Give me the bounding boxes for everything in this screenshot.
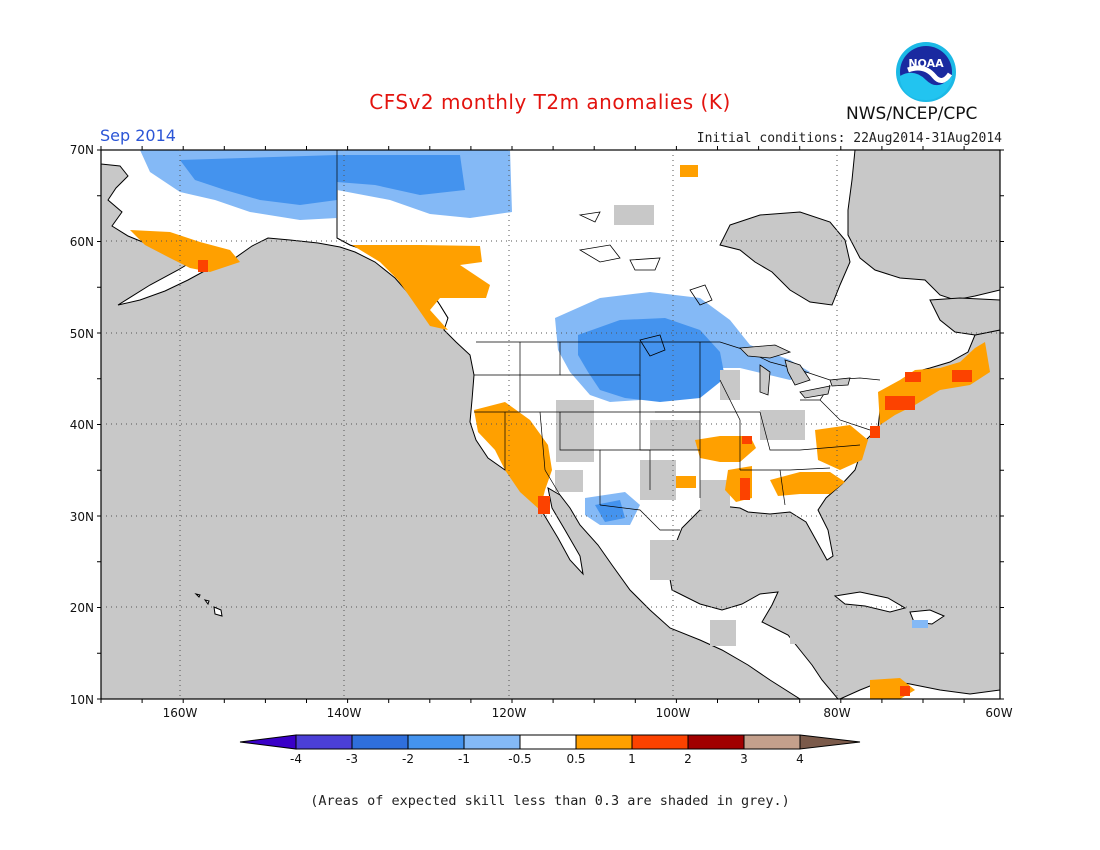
legend-swatch: [295, 734, 353, 750]
agency-label: NWS/NCEP/CPC: [846, 104, 978, 124]
lat-label: 50N: [70, 327, 94, 341]
cold-anomaly-mid: [180, 155, 725, 522]
legend-swatch: [575, 734, 633, 750]
legend-tick: -2: [402, 752, 414, 766]
great-lakes: [739, 344, 851, 399]
initial-conditions: Initial conditions: 22Aug2014-31Aug2014: [696, 131, 1002, 146]
legend-swatch: [463, 734, 521, 750]
legend-tick: 4: [796, 752, 804, 766]
lon-label: 120W: [492, 706, 527, 720]
lon-label: 100W: [656, 706, 691, 720]
logo-text: NOAA: [908, 57, 944, 70]
lat-label: 70N: [70, 143, 94, 157]
footnote: (Areas of expected skill less than 0.3 a…: [310, 793, 790, 809]
legend-swatch: [519, 734, 577, 750]
legend-tick: -3: [346, 752, 358, 766]
land-greenland: [847, 150, 1000, 301]
land-cuba: [833, 591, 907, 613]
legend-tick: -0.5: [508, 752, 531, 766]
legend-swatch: [407, 734, 465, 750]
lat-label: 40N: [70, 418, 94, 432]
longitude-labels: 160W 140W 120W 100W 80W 60W: [163, 706, 1013, 720]
legend-tick: 1: [628, 752, 636, 766]
lat-label: 60N: [70, 235, 94, 249]
low-skill-grey: [555, 205, 820, 646]
lat-label: 10N: [70, 693, 94, 707]
lon-label: 160W: [163, 706, 198, 720]
legend-tick: 3: [740, 752, 748, 766]
legend-swatch: [351, 734, 409, 750]
legend-swatch: [631, 734, 689, 750]
legend-swatch: [743, 734, 801, 750]
legend-swatch: [687, 734, 745, 750]
lon-label: 60W: [985, 706, 1012, 720]
inland-lakes: [578, 211, 713, 357]
legend-tick: 2: [684, 752, 692, 766]
axis-ticks: [97, 146, 1004, 703]
land-hawaii: [194, 593, 223, 617]
forecast-period: Sep 2014: [100, 126, 176, 145]
lat-label: 20N: [70, 601, 94, 615]
warm-strong-anomaly: [198, 260, 972, 696]
water-labrador: [929, 297, 1000, 336]
lat-label: 30N: [70, 510, 94, 524]
legend-tick: -1: [458, 752, 470, 766]
lon-label: 80W: [823, 706, 850, 720]
legend-tick: -4: [290, 752, 302, 766]
noaa-logo-icon: NOAA: [896, 42, 956, 102]
legend-tick: 0.5: [566, 752, 585, 766]
legend-arrow-low: [239, 734, 297, 750]
water-hudson-bay: [719, 211, 851, 306]
lon-label: 140W: [327, 706, 362, 720]
latitude-labels: 70N 60N 50N 40N 30N 20N 10N: [70, 143, 94, 707]
legend-arrow-high: [799, 734, 861, 750]
legend-ticks: -4 -3 -2 -1 -0.5 0.5 1 2 3 4: [290, 752, 804, 766]
legend-boxes: [239, 734, 861, 750]
map-title: CFSv2 monthly T2m anomalies (K): [369, 90, 731, 114]
